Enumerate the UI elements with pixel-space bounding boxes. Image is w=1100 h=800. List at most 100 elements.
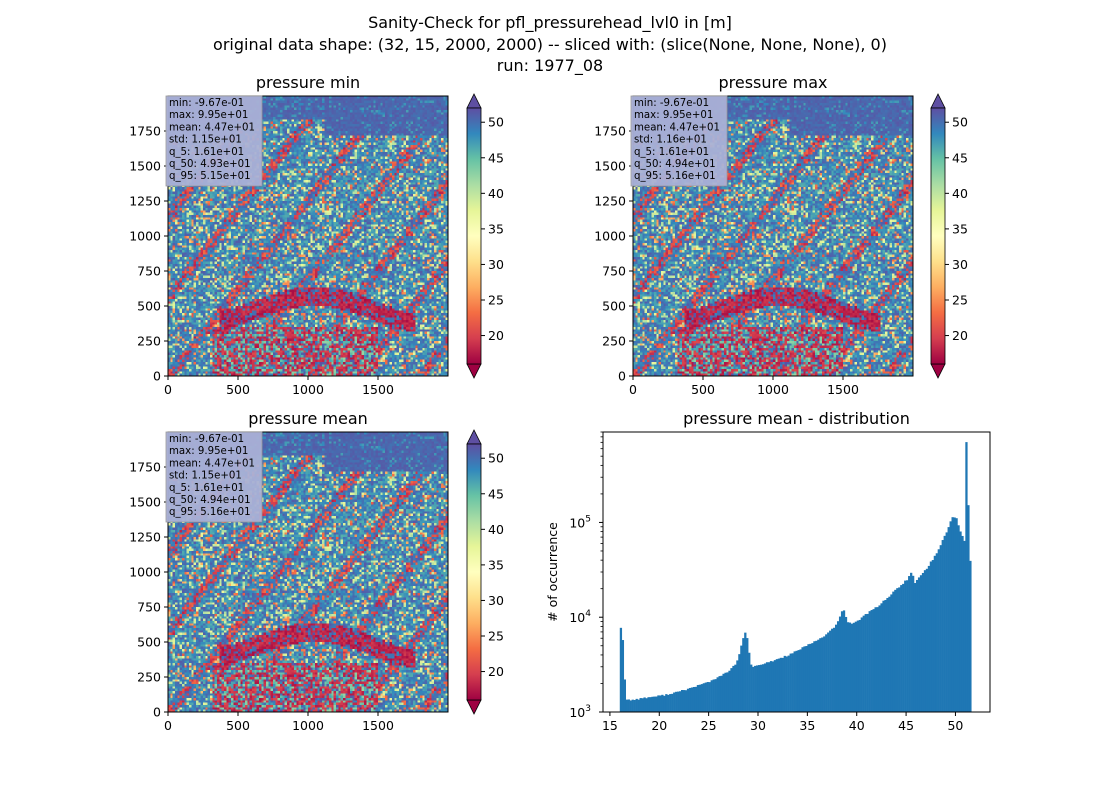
colorbar-tick-label: 35 [488, 557, 504, 572]
stats-line: std: 1.15e+01 [169, 135, 242, 146]
hist-bar [900, 585, 903, 712]
hist-bar [941, 540, 944, 712]
hist-bar [943, 535, 946, 712]
colorbar-tick-label: 45 [952, 150, 968, 165]
heatmap-panel: pressure mean 0 500 1000 1500 0 250 500 750 1000 1… [129, 409, 504, 733]
hist-bar [961, 535, 964, 712]
hist-bar [690, 687, 694, 712]
hist-bar [840, 611, 844, 712]
stats-line: mean: 4.47e+01 [169, 122, 255, 133]
hist-bar [815, 640, 818, 712]
hist-bar [831, 628, 834, 712]
hist-bar [850, 623, 854, 712]
colorbar-extend-top [930, 93, 946, 109]
hist-bar [657, 695, 660, 712]
hist-bar [785, 656, 788, 712]
stats-line: q_95: 5.15e+01 [169, 171, 251, 182]
x-tick-label: 1500 [362, 718, 394, 733]
y-tick-label: 1000 [594, 229, 626, 244]
stats-line: std: 1.15e+01 [169, 471, 242, 482]
hist-bar [704, 682, 707, 712]
hist-bar [957, 525, 960, 712]
hist-bar [627, 699, 630, 712]
hist-bar [880, 603, 883, 712]
hist-bar [801, 647, 804, 712]
x-tick-label: 30 [750, 718, 766, 733]
hist-bar [718, 676, 721, 712]
y-axis-label: # of occurrence [545, 522, 560, 622]
panel-title: pressure mean [248, 409, 368, 428]
x-tick-label: 1500 [827, 382, 859, 397]
y-tick-label: 1750 [129, 124, 161, 139]
hist-bar [902, 583, 905, 712]
hist-bar [807, 644, 810, 712]
hist-bar [955, 518, 958, 712]
x-tick-label: 0 [164, 718, 172, 733]
colorbar-extend-bottom [466, 363, 482, 379]
stats-line: q_5: 1.61e+01 [169, 483, 244, 494]
stats-line: max: 9.95e+01 [634, 110, 713, 121]
hist-bar [951, 517, 954, 712]
x-tick-label: 500 [226, 718, 250, 733]
figure-title-line-1: Sanity-Check for pfl_pressurehead_lvl0 i… [368, 13, 732, 32]
y-tick-label: 103 [569, 704, 591, 720]
stats-line: q_50: 4.93e+01 [169, 159, 251, 170]
stats-line: min: -9.67e-01 [169, 434, 244, 445]
hist-bar [702, 683, 705, 712]
hist-bar [854, 621, 858, 712]
x-tick-label: 500 [226, 382, 250, 397]
hist-bar [710, 680, 713, 712]
hist-bar [884, 599, 887, 712]
hist-bar [659, 695, 662, 712]
y-tick-label: 1750 [594, 124, 626, 139]
colorbar [466, 107, 482, 365]
hist-bar [874, 607, 877, 712]
hist-bar [688, 687, 692, 712]
colorbar-tick-label: 40 [488, 522, 504, 537]
hist-bar [898, 587, 901, 712]
hist-bar [736, 660, 739, 712]
panel-title: pressure min [256, 73, 360, 92]
hist-bar [963, 540, 966, 712]
hist-bar [929, 561, 933, 712]
colorbar-tick-label: 20 [488, 664, 504, 679]
y-tick-label: 250 [602, 334, 626, 349]
hist-bar [775, 659, 779, 712]
y-tick-label: 104 [569, 609, 591, 625]
hist-bar [917, 577, 921, 712]
hist-bar [698, 684, 702, 712]
stats-line: q_5: 1.61e+01 [634, 147, 709, 158]
hist-bar [949, 521, 952, 712]
hist-bar [860, 617, 863, 712]
hist-bar [890, 594, 893, 712]
hist-bar [803, 646, 806, 712]
hist-bar [906, 580, 909, 712]
hist-bar [904, 580, 907, 712]
hist-bar [910, 572, 913, 712]
x-tick-label: 1000 [757, 382, 789, 397]
hist-bar [754, 665, 757, 712]
hist-bar [744, 632, 747, 712]
hist-bar [868, 611, 871, 712]
hist-bar [696, 685, 700, 712]
hist-bar [947, 527, 950, 712]
hist-bar [759, 664, 763, 712]
hist-bar [763, 663, 767, 712]
colorbar-tick-label: 40 [952, 186, 968, 201]
y-tick-label: 500 [602, 299, 626, 314]
panel-title: pressure max [718, 73, 827, 92]
hist-bar [637, 699, 640, 712]
stats-line: min: -9.67e-01 [634, 98, 709, 109]
hist-bar [682, 690, 686, 712]
hist-bar [769, 661, 773, 712]
hist-bar [896, 588, 899, 712]
colorbar-tick-label: 20 [952, 328, 968, 343]
y-tick-label: 1250 [594, 194, 626, 209]
figure-title-line-3: run: 1977_08 [496, 56, 604, 75]
hist-bar [641, 698, 644, 712]
hist-bar [742, 638, 745, 712]
y-tick-label: 750 [137, 264, 161, 279]
colorbar-tick-label: 50 [488, 451, 504, 466]
hist-bar [732, 665, 735, 712]
hist-bar [728, 670, 731, 712]
